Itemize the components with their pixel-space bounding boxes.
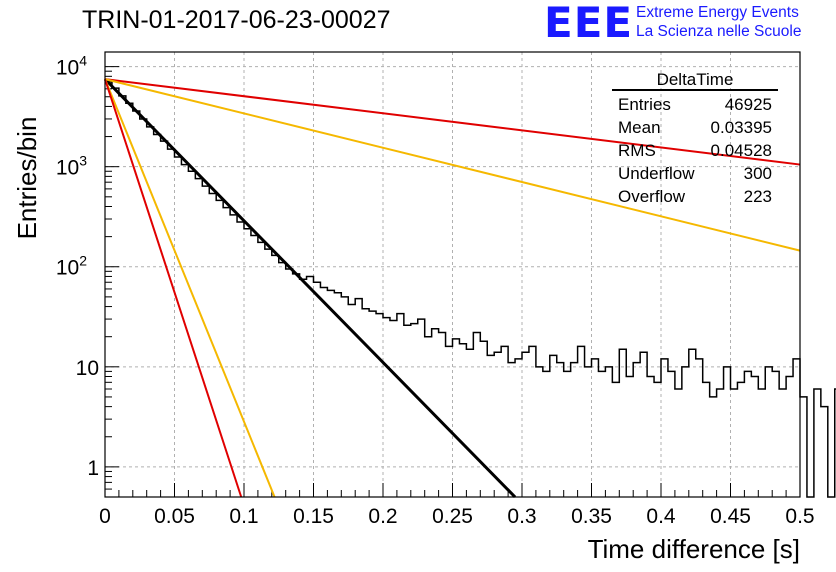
y-tick-label: 102: [56, 253, 87, 280]
y-tick-exponent: 2: [79, 253, 87, 269]
y-axis-label: Entries/bin: [12, 117, 42, 240]
stats-row-rms: RMS 0.04528: [612, 139, 778, 162]
y-tick-exponent: 3: [79, 153, 87, 169]
stats-label: RMS: [618, 141, 656, 160]
histogram-step: [105, 80, 836, 498]
series-line: [104, 78, 801, 252]
series-line: [103, 78, 517, 499]
y-tick-label: 104: [56, 53, 87, 80]
y-axis-ticks: [105, 66, 119, 498]
stats-label: Mean: [618, 118, 661, 137]
y-tick-label: 103: [56, 153, 87, 180]
stats-box: DeltaTime Entries 46925 Mean 0.03395 RMS…: [612, 70, 778, 208]
stats-row-mean: Mean 0.03395: [612, 116, 778, 139]
x-axis-ticks: [104, 483, 801, 497]
x-tick-label: 0.2: [368, 505, 397, 528]
x-tick-label: 0.3: [507, 505, 536, 528]
stats-row-entries: Entries 46925: [612, 93, 778, 116]
stats-label: Entries: [618, 95, 671, 114]
x-tick-label: 0.4: [646, 505, 676, 528]
stats-title: DeltaTime: [612, 70, 778, 91]
x-tick-label: 0: [99, 505, 111, 528]
series-line: [104, 78, 801, 166]
x-tick-label: 0.35: [571, 505, 612, 528]
stats-row-overflow: Overflow 223: [612, 185, 778, 208]
logo-mark: EEE: [544, 0, 634, 47]
x-axis-label: Time difference [s]: [588, 534, 800, 564]
x-tick-label: 0.5: [785, 505, 814, 528]
chart-title: TRIN-01-2017-06-23-00027: [82, 6, 391, 34]
stats-label: Overflow: [618, 187, 686, 206]
series-line: [104, 78, 243, 498]
series-line: [104, 78, 276, 498]
x-tick-label: 0.25: [432, 505, 473, 528]
stats-value: 0.03395: [710, 118, 772, 137]
y-tick-label: 1: [87, 457, 99, 480]
stats-row-underflow: Underflow 300: [612, 162, 778, 185]
logo-line-1: Extreme Energy Events: [636, 4, 799, 21]
y-tick-label: 10: [76, 357, 99, 380]
stats-value: 46925: [724, 95, 772, 114]
x-tick-label: 0.05: [154, 505, 195, 528]
stats-label: Underflow: [618, 164, 695, 183]
y-tick-labels: 1 10 102 103 104: [56, 53, 99, 480]
eee-logo: EEE Extreme Energy Events La Scienza nel…: [544, 0, 801, 47]
x-tick-label: 0.15: [293, 505, 334, 528]
stats-value: 300: [743, 164, 772, 183]
x-tick-label: 0.1: [229, 505, 258, 528]
logo-text: Extreme Energy Events La Scienza nelle S…: [636, 3, 801, 41]
stats-value: 0.04528: [710, 141, 772, 160]
plot-frame: [104, 51, 801, 498]
logo-line-2: La Scienza nelle Scuole: [636, 23, 802, 40]
x-tick-labels: 0 0.05 0.1 0.15 0.2 0.25 0.3 0.35 0.4 0.45 0.5: [99, 505, 814, 528]
x-tick-label: 0.45: [710, 505, 751, 528]
y-tick-exponent: 4: [79, 53, 87, 69]
plot-area: [103, 78, 836, 499]
stats-value: 223: [743, 187, 772, 206]
